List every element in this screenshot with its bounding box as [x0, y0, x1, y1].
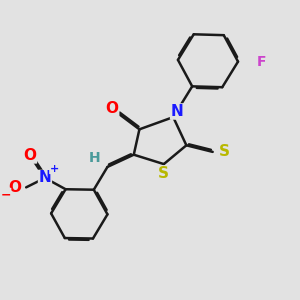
Text: N: N — [39, 170, 51, 185]
Text: −: − — [0, 188, 11, 201]
Text: +: + — [50, 164, 59, 174]
Text: S: S — [158, 166, 169, 181]
Text: H: H — [88, 151, 100, 164]
Text: O: O — [106, 101, 119, 116]
Text: O: O — [23, 148, 36, 163]
Text: S: S — [218, 144, 230, 159]
Text: N: N — [171, 104, 183, 119]
Text: F: F — [257, 55, 266, 69]
Text: O: O — [8, 180, 21, 195]
